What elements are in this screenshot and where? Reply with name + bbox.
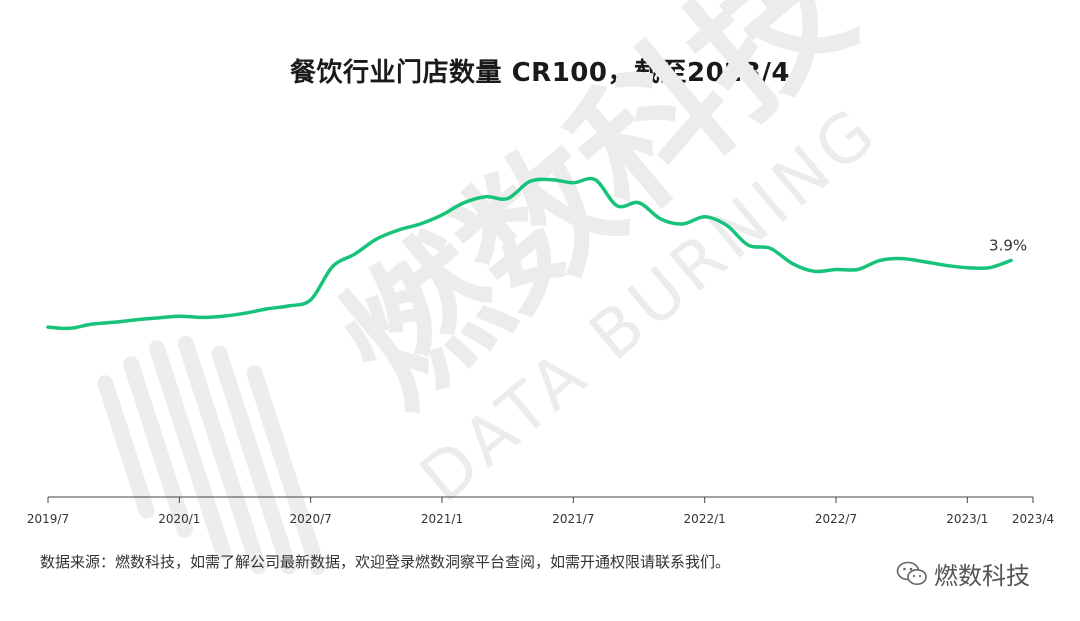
watermark: 燃数科技 DATA BURNING xyxy=(97,0,893,576)
brand: 燃数科技 xyxy=(896,556,1030,591)
source-note: 数据来源：燃数科技，如需了解公司最新数据，欢迎登录燃数洞察平台查阅，如需开通权限… xyxy=(40,553,731,571)
x-tick-label: 2023/1 xyxy=(946,512,988,526)
x-tick-label: 2021/1 xyxy=(421,512,463,526)
x-tick-label: 2022/7 xyxy=(815,512,857,526)
end-data-label: 3.9% xyxy=(989,236,1027,254)
x-ticks: 2019/7 2020/1 2020/7 2021/1 2021/7 2022/1 2022… xyxy=(27,497,1054,526)
x-tick-label: 2020/1 xyxy=(158,512,200,526)
x-tick-label: 2020/7 xyxy=(290,512,332,526)
series-line xyxy=(46,176,1013,331)
wechat-icon xyxy=(896,561,927,585)
watermark-logo-icon xyxy=(97,335,326,576)
x-tick-label: 2021/7 xyxy=(552,512,594,526)
x-tick-label: 2022/1 xyxy=(684,512,726,526)
brand-name: 燃数科技 xyxy=(934,562,1030,590)
x-tick-label: 2019/7 xyxy=(27,512,69,526)
x-tick-label: 2023/4 xyxy=(1012,512,1054,526)
chart-title: 餐饮行业门店数量 CR100，截至2023/4 xyxy=(290,58,790,88)
